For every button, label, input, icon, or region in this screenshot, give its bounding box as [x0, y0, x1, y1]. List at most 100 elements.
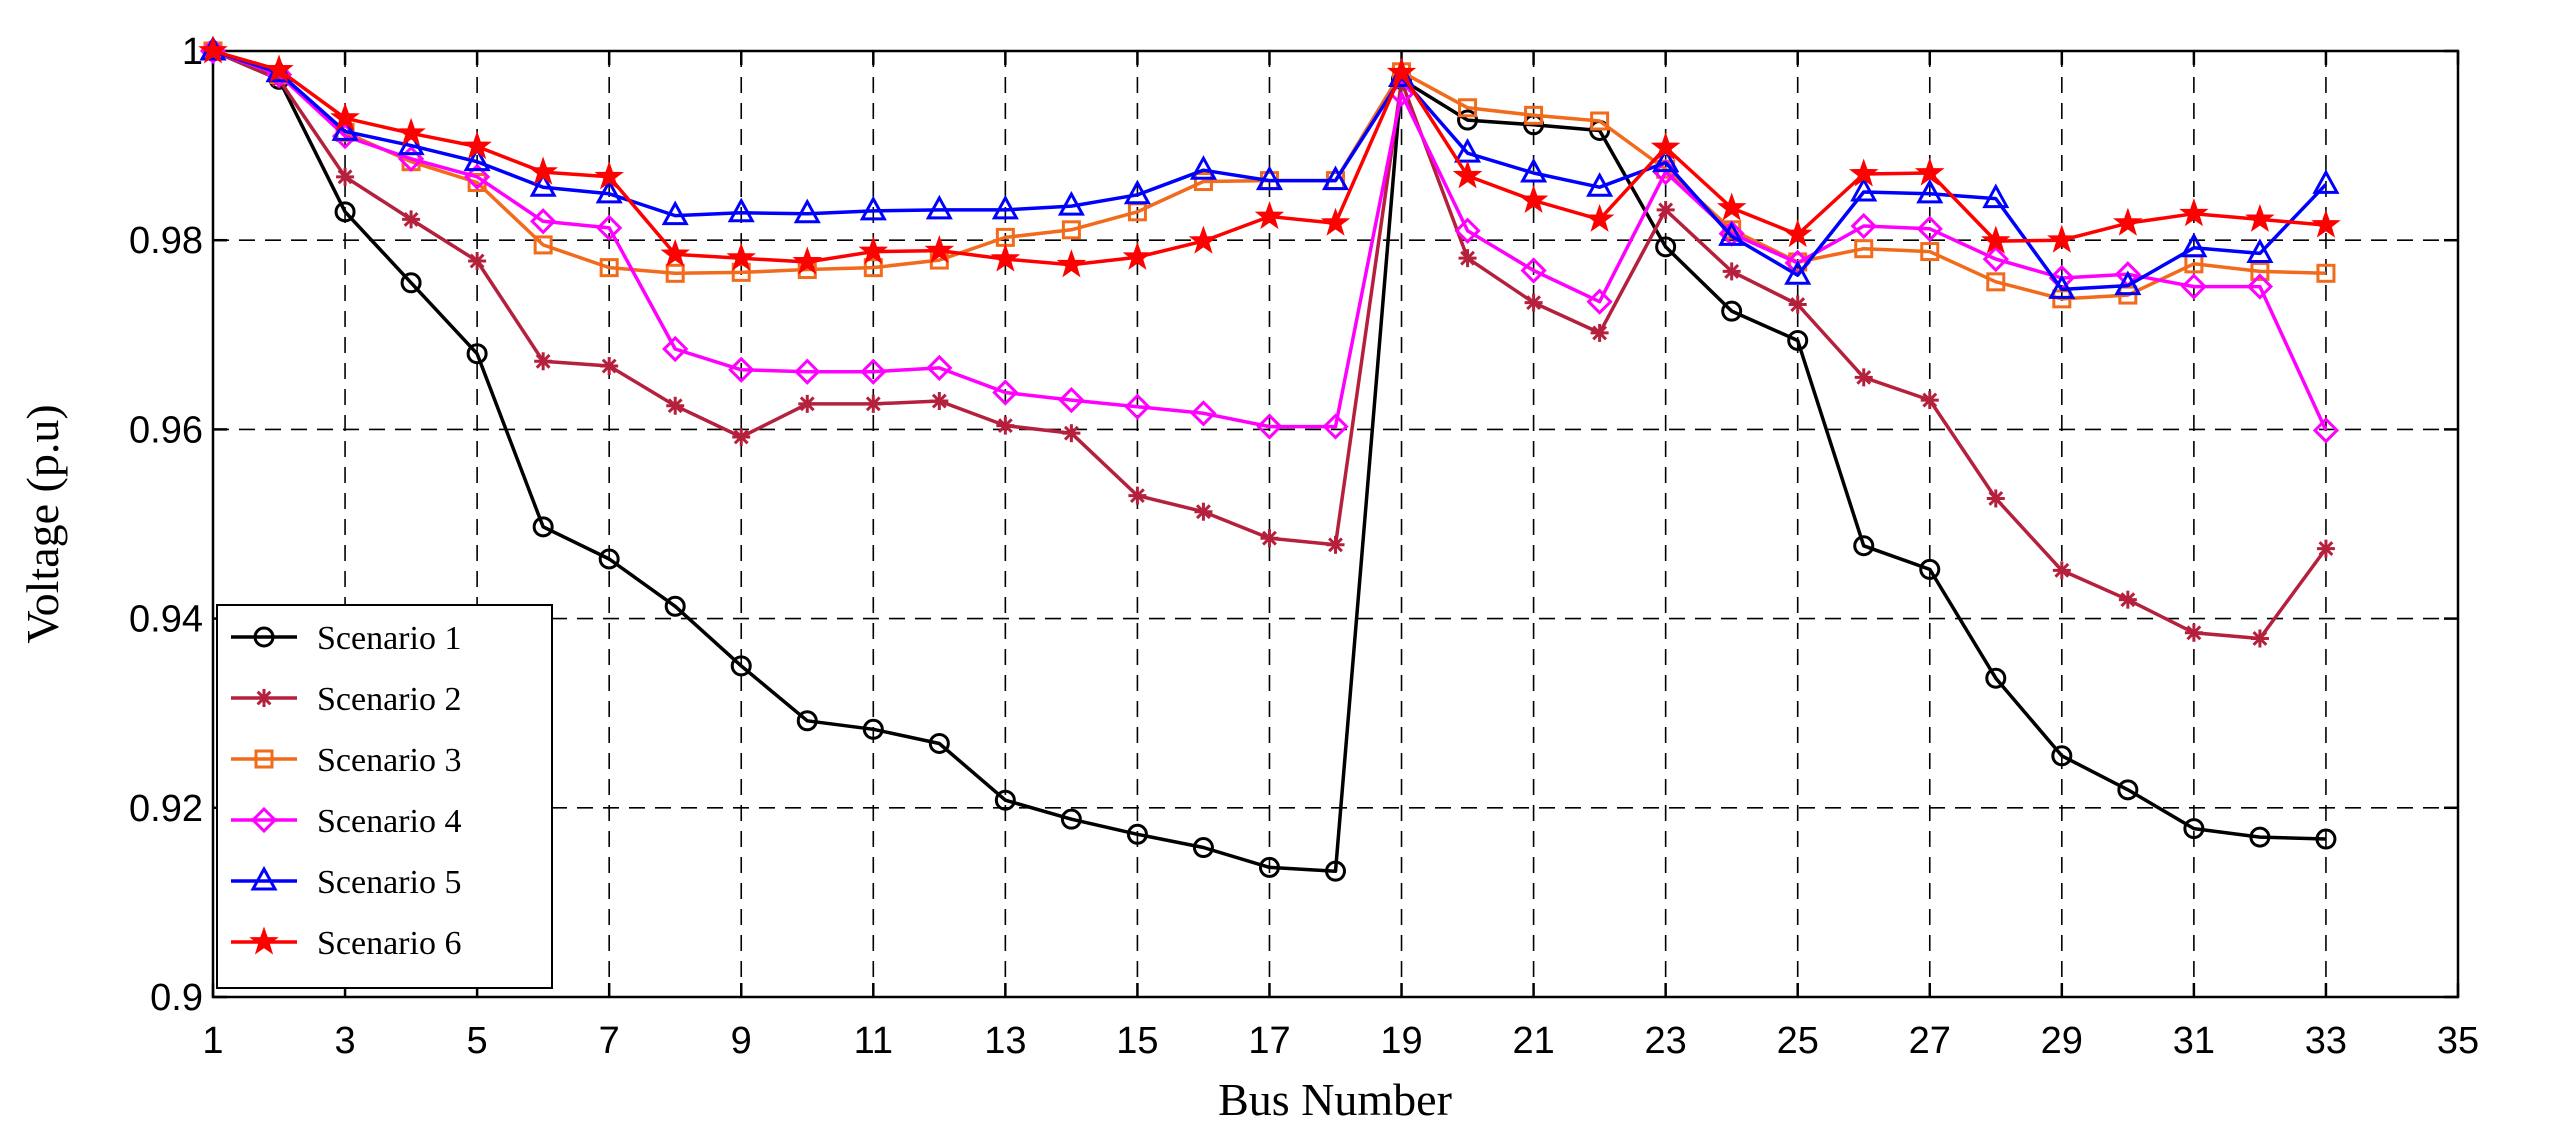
data-point [1124, 393, 1151, 420]
asterisk-stroke [2186, 625, 2202, 641]
data-point [1457, 109, 1479, 131]
data-point [1194, 502, 1213, 521]
data-point [2184, 623, 2203, 642]
asterisk-stroke [1988, 491, 2004, 506]
legend-marker [254, 749, 274, 769]
data-point [2312, 417, 2340, 444]
data-point [1848, 158, 1879, 187]
data-point [198, 35, 228, 64]
data-point [331, 116, 359, 141]
data-point [529, 172, 557, 197]
x-tick-label: 13 [984, 1020, 1026, 1062]
data-point [534, 352, 553, 371]
data-point [660, 238, 690, 267]
data-point [992, 379, 1019, 406]
data-point [1058, 386, 1085, 414]
data-point [662, 335, 689, 363]
legend-label: Scenario 3 [317, 742, 461, 779]
data-point [2246, 238, 2274, 263]
data-point [1322, 413, 1349, 440]
legend: Scenario 1 Scenario 2 Scenario 3 Scenario 4… [216, 604, 553, 989]
asterisk-stroke [1856, 369, 1872, 385]
data-point [2048, 274, 2076, 299]
data-point [996, 416, 1015, 435]
data-point [466, 343, 488, 365]
data-point [400, 272, 422, 294]
data-point [863, 258, 883, 278]
data-point [2246, 273, 2274, 300]
asterisk-stroke [1724, 263, 1740, 279]
data-point [402, 210, 421, 229]
asterisk-stroke [2252, 631, 2268, 646]
asterisk-stroke [733, 429, 749, 445]
legend-marker [255, 689, 273, 707]
asterisk-stroke [469, 253, 485, 269]
data-point [1590, 111, 1610, 131]
data-point [1916, 178, 1944, 204]
data-point [2312, 169, 2340, 194]
y-axis-label: Voltage (p.u) [17, 404, 68, 643]
asterisk-stroke [1328, 537, 1343, 553]
data-point [2047, 224, 2077, 253]
x-tick-label: 15 [1116, 1020, 1158, 1062]
legend-item: Scenario 3 [231, 742, 461, 779]
legend-marker [249, 926, 279, 955]
data-point [661, 200, 689, 226]
y-tick-label: 0.94 [129, 599, 203, 641]
asterisk-stroke [1922, 392, 1938, 408]
data-point [1056, 249, 1087, 278]
data-point [1458, 98, 1478, 118]
data-point [1985, 667, 2007, 689]
data-point [2245, 203, 2275, 232]
data-point [2249, 826, 2271, 848]
legend-item: Scenario 2 [231, 681, 461, 718]
data-point [2316, 263, 2336, 283]
data-point [1325, 860, 1346, 882]
asterisk-stroke [1658, 202, 1674, 218]
legend-item: Scenario 6 [231, 925, 461, 962]
legend-label: Scenario 2 [317, 681, 461, 718]
data-point [533, 235, 553, 255]
y-tick-label: 0.98 [129, 220, 203, 262]
data-point [1320, 207, 1351, 236]
data-point [462, 130, 492, 160]
data-point [732, 427, 751, 446]
data-point [1787, 329, 1809, 351]
asterisk-stroke [2120, 592, 2136, 608]
data-point [2180, 232, 2208, 258]
data-point [2179, 198, 2209, 227]
data-point [2117, 779, 2139, 801]
x-tick-label: 19 [1380, 1020, 1422, 1062]
legend-label: Scenario 1 [317, 620, 461, 657]
data-point [1193, 172, 1213, 192]
asterisk-stroke [1262, 530, 1277, 546]
data-point [1188, 225, 1219, 254]
data-point [991, 194, 1019, 220]
legend-marker [250, 806, 278, 834]
data-point [1452, 160, 1483, 189]
data-point [1057, 191, 1085, 216]
data-point [1986, 489, 2005, 508]
x-tick-label: 7 [599, 1020, 620, 1062]
data-point [862, 718, 884, 740]
data-point [2311, 209, 2341, 238]
asterisk-stroke [535, 353, 551, 369]
data-point [794, 358, 821, 385]
data-point [664, 595, 686, 617]
data-point [994, 789, 1016, 811]
data-point [2114, 270, 2142, 296]
x-tick-label: 25 [1777, 1020, 1819, 1062]
data-point [1518, 184, 1549, 214]
data-point [1784, 260, 1812, 285]
data-point [1192, 837, 1214, 859]
data-point [598, 548, 620, 570]
data-point [1255, 165, 1284, 191]
data-point [2315, 828, 2337, 850]
data-point [796, 710, 818, 732]
data-point [1853, 535, 1875, 557]
asterisk-stroke [2054, 562, 2070, 578]
data-point [530, 208, 557, 235]
data-point [1986, 272, 2006, 292]
legend-marker [250, 865, 278, 891]
asterisk-stroke [931, 393, 947, 409]
